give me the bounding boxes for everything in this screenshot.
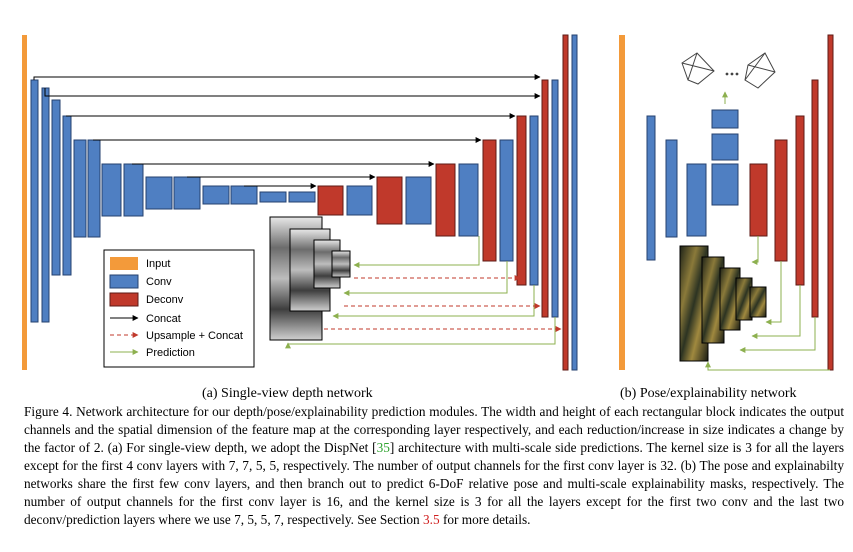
pose-conv2-block [665,139,678,238]
depth-conv4-block [101,163,122,217]
section-link[interactable]: 3.5 [423,512,440,527]
pose-conv4-block [711,163,739,206]
depth-prediction-maps [269,216,351,341]
depth-deconv3-block [516,115,527,286]
subcaption-a: (a) Single-view depth network [202,386,373,400]
legend-deconv-swatch [109,292,139,307]
caption-text-1: Network architecture for our depth/pose/… [24,404,845,455]
exp-deconv2-block [774,139,788,262]
camera-pose-icon [681,52,776,89]
legend-concat-label: Concat [146,313,181,325]
caption-text-3: for more details. [439,512,531,527]
legend-conv-swatch [109,274,139,289]
depth-conv5b-block [173,176,201,210]
exp-deconv1-block [749,163,768,237]
architecture-figure: Input Conv Deconv Concat Upsample + Conc… [22,34,834,400]
depth-deconv2-block [541,79,549,318]
exp-deconv3-block [795,115,805,286]
caption-text-2: ] architecture with multi-scale side pre… [24,440,845,527]
caption-label: Figure 4. [24,404,73,419]
depth-upsample-arrows [324,275,562,332]
depth-iconv5-block [458,163,479,237]
depth-conv7-block [259,191,287,203]
depth-iconv7-block [346,185,373,216]
depth-deconv7-block [317,185,344,216]
subcaption-b: (b) Pose/explainability network [620,386,797,400]
depth-conv2b-block [62,115,72,276]
depth-iconv4-block [499,139,514,262]
legend: Input Conv Deconv Concat Upsample + Conc… [103,249,255,368]
pose-conv1-block [646,115,656,261]
depth-conv5-block [145,176,173,210]
exp-deconv5-block [827,34,834,371]
legend-prediction-label: Prediction [146,347,195,359]
depth-deconv5-block [435,163,456,237]
pose-network: (b) Pose/explainability network [619,34,834,400]
depth-deconv4-block [482,139,497,262]
depth-network: Input Conv Deconv Concat Upsample + Conc… [22,34,578,400]
explainability-masks [679,245,767,362]
depth-conv6b-block [230,185,258,205]
legend-conv-label: Conv [146,276,172,288]
pose-conv6-block [711,109,739,129]
depth-iconv3-block [529,115,539,286]
depth-iconv6-block [405,176,432,225]
pose-conv5-block [711,133,739,161]
exp-prediction-arrows [705,236,830,371]
depth-deconv1-block [562,34,569,371]
depth-map-1 [331,250,351,278]
figure-caption: Figure 4. Network architecture for our d… [24,403,844,529]
legend-input-swatch [110,257,138,270]
depth-iconv1-block [571,34,578,371]
legend-upsample-label: Upsample + Concat [146,330,243,342]
depth-prediction-arrows [285,236,556,349]
exp-deconv4-block [811,79,819,318]
depth-conv7b-block [288,191,316,203]
depth-conv4b-block [123,163,144,217]
exp-mask-0 [749,286,767,318]
pose-conv3-block [686,163,707,237]
depth-deconv6-block [376,176,403,225]
depth-iconv2-block [551,79,559,318]
legend-input-label: Input [146,258,170,270]
depth-conv1b-block [41,87,50,323]
depth-conv6-block [202,185,230,205]
depth-input-block [22,35,27,370]
legend-deconv-label: Deconv [146,294,184,306]
depth-conv2-block [51,99,61,276]
reference-link[interactable]: 35 [376,440,390,455]
depth-conv3-block [73,139,87,238]
depth-conv3b-block [87,139,101,238]
pose-input-block [619,35,625,370]
depth-concat-arrows [33,74,541,189]
depth-conv1-block [30,79,39,323]
